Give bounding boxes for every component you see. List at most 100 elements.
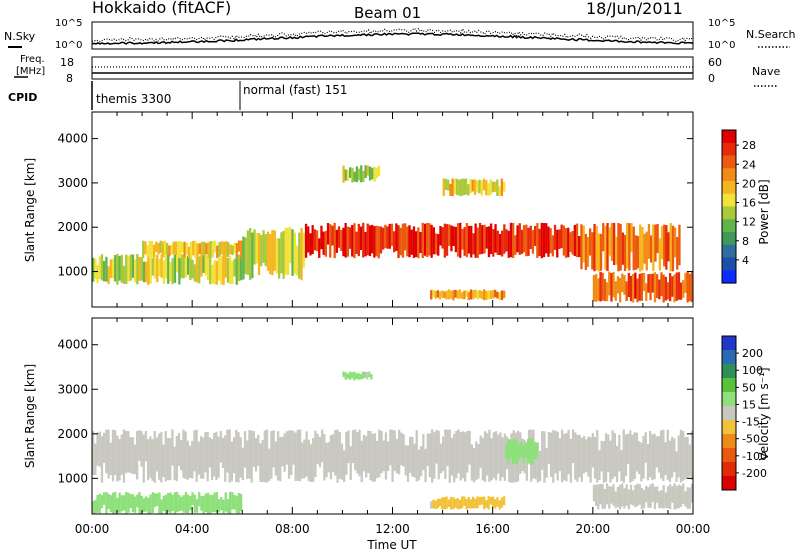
y-tick-label: 2000	[57, 220, 88, 234]
heatmap-cell	[270, 431, 273, 479]
heatmap-cell	[276, 431, 280, 481]
heatmap-cell	[529, 438, 532, 465]
heatmap-cell	[220, 256, 223, 285]
heatmap-cell	[454, 289, 457, 298]
heatmap-cell	[151, 492, 154, 513]
heatmap-cell	[619, 278, 622, 303]
heatmap-cell	[634, 485, 637, 508]
heatmap-cell	[325, 442, 328, 478]
heatmap-cell	[222, 241, 225, 255]
heatmap-cell	[571, 429, 575, 464]
heatmap-cell	[640, 487, 643, 510]
heatmap-cell	[503, 181, 506, 192]
heatmap-cell	[513, 438, 517, 464]
heatmap-cell	[485, 180, 488, 196]
heatmap-cell	[430, 290, 433, 300]
heatmap-cell	[353, 223, 356, 259]
colorbar-segment	[722, 392, 736, 407]
heatmap-cell	[354, 429, 357, 470]
heatmap-cell	[122, 265, 126, 284]
noise-left-label: N.Sky	[4, 30, 36, 43]
heatmap-cell	[487, 496, 490, 510]
heatmap-cell	[311, 225, 314, 254]
heatmap-cell	[610, 222, 614, 261]
heatmap-cell	[622, 429, 625, 483]
heatmap-cell	[316, 433, 319, 465]
heatmap-cell	[164, 254, 168, 279]
heatmap-cell	[344, 372, 347, 380]
heatmap-cell	[627, 489, 630, 510]
heatmap-cell	[447, 179, 450, 191]
heatmap-cell	[294, 432, 297, 481]
heatmap-cell	[178, 494, 181, 512]
heatmap-cell	[269, 233, 272, 275]
noise-right-tick-top: 10^5	[708, 18, 735, 29]
heatmap-cell	[490, 223, 493, 254]
heatmap-cell	[246, 230, 249, 275]
heatmap-cell	[666, 486, 670, 509]
heatmap-cell	[419, 232, 422, 253]
heatmap-cell	[635, 432, 639, 472]
heatmap-cell	[599, 271, 602, 302]
heatmap-cell	[309, 233, 312, 256]
heatmap-cell	[592, 484, 596, 502]
heatmap-cell	[645, 231, 648, 271]
heatmap-cell	[489, 496, 492, 505]
heatmap-cell	[430, 501, 433, 509]
heatmap-cell	[474, 498, 477, 509]
x-tick-label: 00:00	[676, 522, 711, 536]
heatmap-cell	[94, 443, 97, 475]
velocity-colorbar: 200 100 50 15 -15 -50 -100 -200	[721, 335, 767, 491]
heatmap-cell	[118, 255, 121, 281]
heatmap-cell	[92, 501, 95, 514]
heatmap-cell	[189, 254, 192, 281]
heatmap-cell	[305, 431, 308, 477]
heatmap-cell	[437, 234, 440, 256]
heatmap-cell	[688, 444, 691, 477]
heatmap-cell	[477, 444, 480, 479]
heatmap-cell	[599, 483, 602, 505]
heatmap-cell	[616, 276, 620, 294]
heatmap-cell	[151, 258, 154, 276]
heatmap-cell	[221, 437, 225, 468]
heatmap-cell	[479, 435, 482, 469]
heatmap-cell	[410, 229, 413, 255]
heatmap-cell	[634, 235, 638, 270]
heatmap-cell	[675, 451, 678, 482]
heatmap-cell	[145, 261, 148, 283]
heatmap-cell	[576, 434, 579, 482]
heatmap-cell	[597, 233, 600, 272]
heatmap-cell	[509, 222, 513, 258]
heatmap-cell	[500, 497, 504, 508]
heatmap-cell	[494, 431, 498, 481]
heatmap-cell	[609, 440, 612, 483]
heatmap-cell	[439, 226, 442, 246]
heatmap-cell	[489, 179, 492, 195]
heatmap-cell	[370, 374, 373, 380]
heatmap-cell	[651, 483, 654, 502]
heatmap-cell	[203, 241, 206, 257]
heatmap-cell	[409, 436, 412, 473]
heatmap-cell	[235, 253, 238, 285]
heatmap-cell	[432, 289, 435, 298]
heatmap-cell	[111, 258, 115, 279]
heatmap-cell	[456, 290, 459, 299]
colorbar-tick-label: 50	[742, 381, 756, 394]
heatmap-cell	[573, 224, 576, 257]
heatmap-cell	[175, 435, 178, 482]
heatmap-cell	[677, 484, 681, 509]
heatmap-cell	[232, 437, 236, 474]
heatmap-cell	[136, 254, 139, 285]
heatmap-cell	[289, 227, 292, 264]
heatmap-cell	[233, 494, 236, 510]
heatmap-cell	[428, 433, 432, 478]
heatmap-cell	[313, 229, 316, 251]
heatmap-cell	[602, 222, 605, 252]
heatmap-cell	[606, 223, 609, 271]
heatmap-cell	[616, 486, 620, 507]
heatmap-cell	[395, 438, 399, 474]
heatmap-cell	[224, 492, 227, 512]
heatmap-cell	[146, 245, 149, 257]
velocity-x-ticks	[91, 318, 694, 514]
